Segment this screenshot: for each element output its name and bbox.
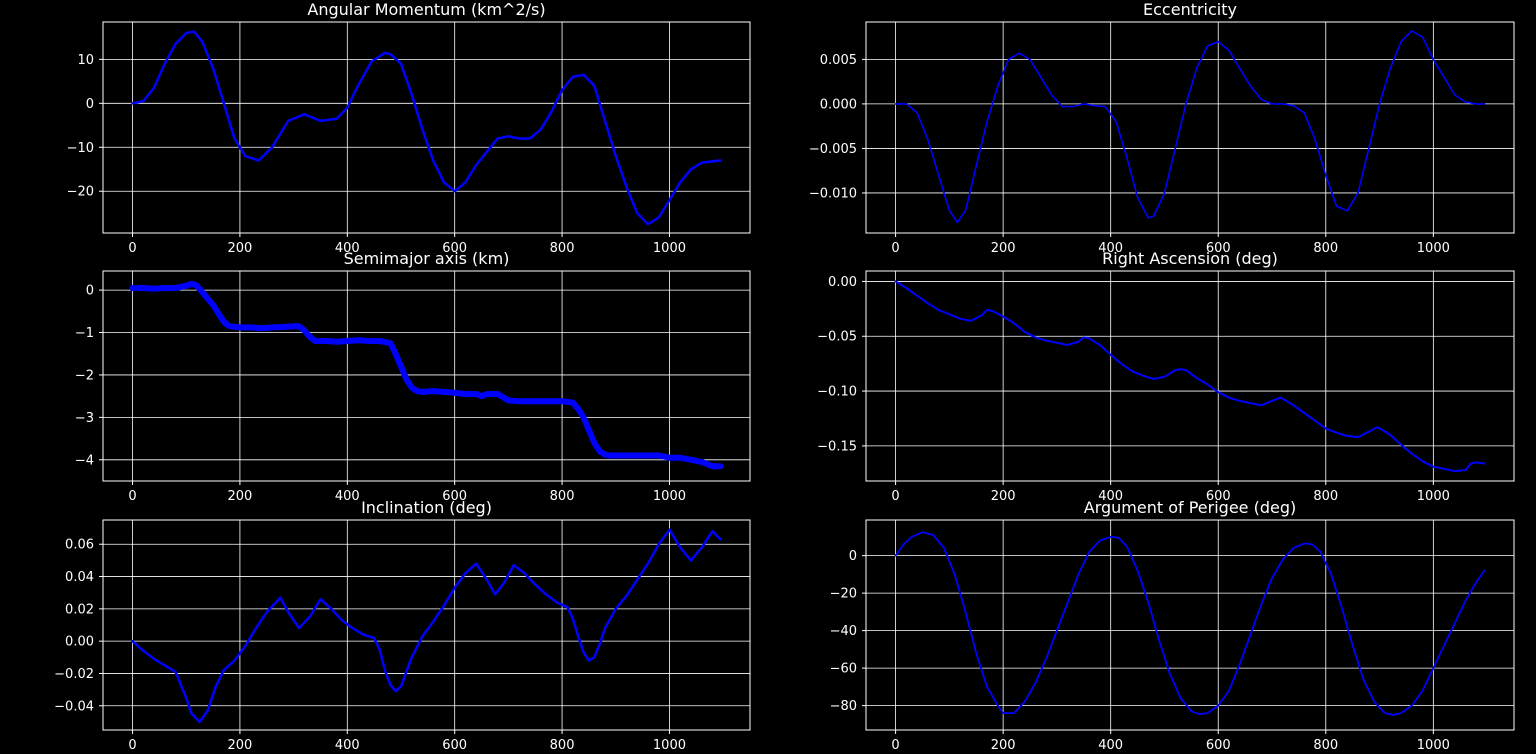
angular-momentum-xtick-label: 0 [128, 241, 136, 256]
semimajor-axis-ytick-label: −2 [75, 368, 94, 383]
eccentricity-series-line [894, 30, 1486, 224]
semimajor-axis-series-line [129, 280, 724, 470]
argument-of-perigee-ytick-label: −40 [830, 624, 857, 639]
argument-of-perigee-ytick-label: −60 [830, 662, 857, 677]
eccentricity-xtick-label: 0 [891, 241, 899, 256]
eccentricity-ytick-label: 0.000 [820, 97, 857, 112]
eccentricity-xtick-label: 200 [991, 241, 1016, 256]
angular-momentum-xtick-label: 600 [442, 241, 467, 256]
semimajor-axis-xtick-label: 600 [442, 489, 467, 504]
semimajor-axis-xtick-label: 800 [550, 489, 575, 504]
inclination-xtick-label: 1000 [653, 738, 686, 753]
inclination-axes-frame [102, 519, 751, 731]
argument-of-perigee-xtick-label: 200 [991, 738, 1016, 753]
inclination-series-line [131, 528, 722, 724]
angular-momentum-ytick-label: 0 [86, 97, 94, 112]
angular-momentum-xtick-label: 200 [228, 241, 253, 256]
angular-momentum-title: Angular Momentum (km^2/s) [307, 0, 545, 19]
argument-of-perigee-ytick-label: 0 [849, 549, 857, 564]
angular-momentum-axes-frame [102, 21, 751, 234]
eccentricity-ytick-label: −0.005 [809, 142, 857, 157]
right-ascension-title: Right Ascension (deg) [1102, 249, 1278, 268]
semimajor-axis-title: Semimajor axis (km) [344, 249, 510, 268]
angular-momentum-xtick-label: 400 [335, 241, 360, 256]
semimajor-axis-xtick-label: 200 [228, 489, 253, 504]
right-ascension-xtick-label: 0 [891, 489, 899, 504]
inclination-xtick-label: 200 [228, 738, 253, 753]
argument-of-perigee-title: Argument of Perigee (deg) [1084, 498, 1297, 517]
inclination-xtick-label: 800 [550, 738, 575, 753]
argument-of-perigee-ytick-label: −80 [830, 699, 857, 714]
inclination-ytick-label: −0.04 [54, 699, 94, 714]
semimajor-axis-ytick-label: 0 [86, 284, 94, 299]
inclination-ytick-label: 0.00 [65, 635, 94, 650]
eccentricity-chart: Eccentricity 0 200 400 600 800 1000 −0.010 −0.00… [809, 0, 1515, 256]
semimajor-axis-ytick-label: −4 [75, 453, 94, 468]
right-ascension-series-line [894, 280, 1486, 473]
eccentricity-ytick-label: −0.010 [809, 186, 857, 201]
semimajor-axis-chart: Semimajor axis (km) 0 200 400 600 800 1000 −4 −3… [75, 249, 751, 504]
right-ascension-chart: Right Ascension (deg) 0 200 400 600 800 1000 −0… [817, 249, 1515, 504]
inclination-ytick-label: 0.04 [65, 570, 94, 585]
right-ascension-axes-frame [865, 270, 1515, 482]
eccentricity-xtick-label: 400 [1098, 241, 1123, 256]
eccentricity-ytick-label: 0.005 [820, 53, 857, 68]
semimajor-axis-ytick-label: −1 [75, 326, 94, 341]
angular-momentum-xtick-label: 1000 [653, 241, 686, 256]
eccentricity-title: Eccentricity [1143, 0, 1237, 19]
right-ascension-ytick-label: 0.00 [828, 275, 857, 290]
argument-of-perigee-series-line [894, 531, 1486, 716]
argument-of-perigee-ytick-label: −20 [830, 587, 857, 602]
inclination-ytick-label: 0.06 [65, 538, 94, 553]
semimajor-axis-ytick-label: −3 [75, 411, 94, 426]
right-ascension-xtick-label: 600 [1206, 489, 1231, 504]
argument-of-perigee-axes-frame [865, 519, 1515, 731]
semimajor-axis-xtick-label: 0 [128, 489, 136, 504]
right-ascension-xtick-label: 200 [991, 489, 1016, 504]
semimajor-axis-xtick-label: 1000 [653, 489, 686, 504]
right-ascension-ytick-label: −0.05 [817, 330, 857, 345]
angular-momentum-ytick-label: −10 [67, 141, 94, 156]
argument-of-perigee-xtick-label: 800 [1313, 738, 1338, 753]
angular-momentum-xtick-label: 800 [550, 241, 575, 256]
argument-of-perigee-chart: Argument of Perigee (deg) 0 200 400 600 800 10… [830, 498, 1515, 753]
eccentricity-xtick-label: 800 [1313, 241, 1338, 256]
right-ascension-ytick-label: −0.15 [817, 439, 857, 454]
right-ascension-xtick-label: 400 [1098, 489, 1123, 504]
inclination-title: Inclination (deg) [361, 498, 492, 517]
argument-of-perigee-xtick-label: 600 [1206, 738, 1231, 753]
inclination-xtick-label: 400 [335, 738, 360, 753]
angular-momentum-ytick-label: −20 [67, 185, 94, 200]
right-ascension-xtick-label: 800 [1313, 489, 1338, 504]
eccentricity-axes-frame [865, 21, 1515, 234]
angular-momentum-ytick-label: 10 [77, 53, 94, 68]
inclination-ytick-label: 0.02 [65, 602, 94, 617]
right-ascension-xtick-label: 1000 [1417, 489, 1450, 504]
angular-momentum-series-line [131, 30, 722, 226]
inclination-ytick-label: −0.02 [54, 667, 94, 682]
eccentricity-xtick-label: 1000 [1417, 241, 1450, 256]
argument-of-perigee-xtick-label: 1000 [1417, 738, 1450, 753]
eccentricity-xtick-label: 600 [1206, 241, 1231, 256]
argument-of-perigee-xtick-label: 400 [1098, 738, 1123, 753]
inclination-xtick-label: 600 [442, 738, 467, 753]
angular-momentum-chart: Angular Momentum (km^2/s) 0 200 400 600 800 10… [67, 0, 751, 256]
semimajor-axis-xtick-label: 400 [335, 489, 360, 504]
right-ascension-ytick-label: −0.10 [817, 385, 857, 400]
semimajor-axis-axes-frame [102, 270, 751, 482]
argument-of-perigee-xtick-label: 0 [891, 738, 899, 753]
inclination-chart: Inclination (deg) 0 200 400 600 800 1000 −0.04 −… [54, 498, 751, 753]
inclination-xtick-label: 0 [128, 738, 136, 753]
